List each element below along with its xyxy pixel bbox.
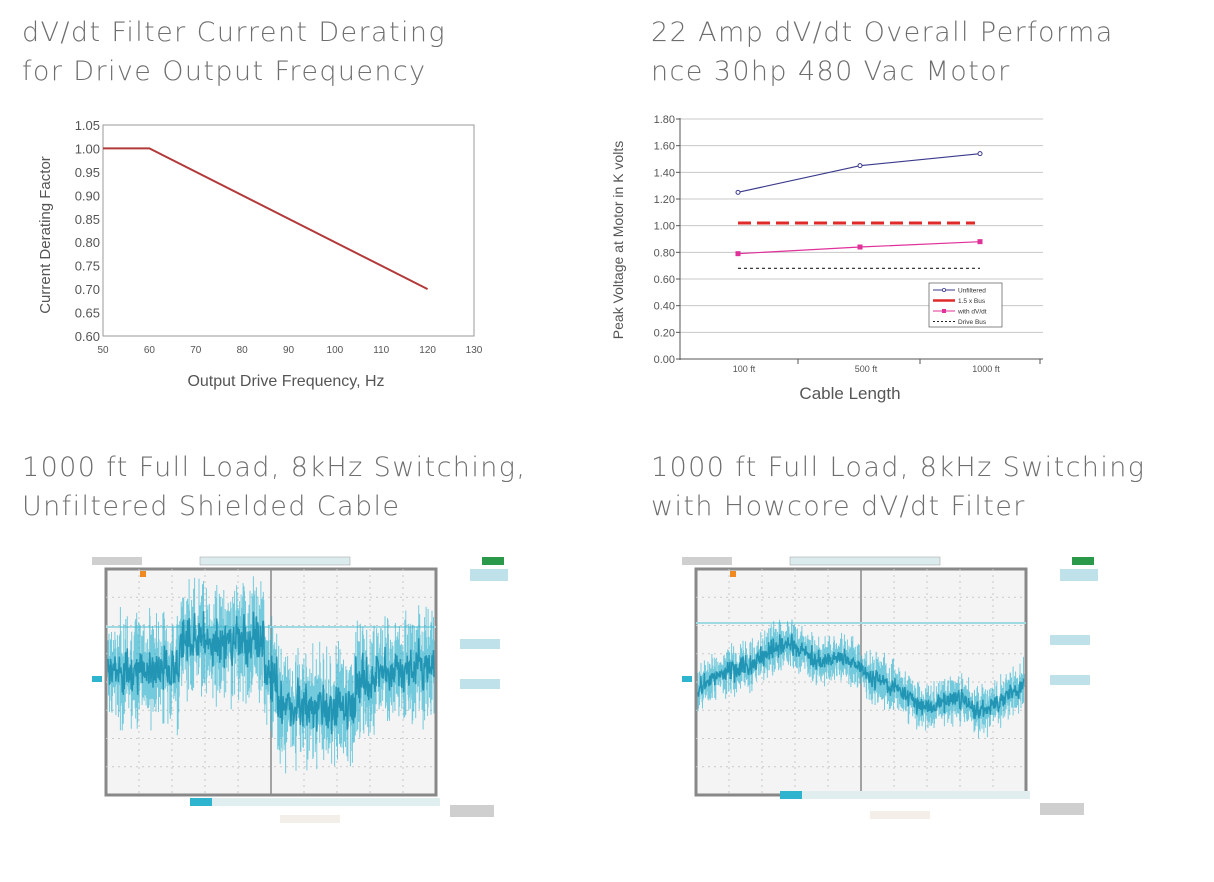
panel-bl-title: 1000 ft Full Load, 8kHz Switching, Unfil… [22,448,526,526]
scope-status-indicator [1072,557,1094,565]
derating-y-axis-label: Current Derating Factor [37,156,54,314]
series-line-unfiltered [737,153,981,193]
legend-label: Unfiltered [958,288,986,295]
scope-marker-icon [730,571,736,577]
legend-marker [942,309,946,313]
scope-ch-readout-1 [1050,635,1090,645]
scope-ch-indicator [780,791,802,799]
scope-channel-marker [92,676,102,682]
derating-x-tick-label: 120 [419,345,436,356]
scope-header-bar [92,557,142,565]
derating-x-tick-label: 130 [466,345,483,356]
panel-br-title: 1000 ft Full Load, 8kHz Switching with H… [651,448,1145,526]
scope-trace-line [697,633,1025,720]
legend-label: with dV/dt [957,309,987,316]
peak-voltage-y-axis-label: Peak Voltage at Motor in K volts [610,141,626,339]
derating-x-tick-label: 110 [373,345,389,356]
scope-bottom-marker [870,811,930,819]
panel-tr-title-line2: nce 30hp 480 Vac Motor [651,56,1011,87]
panel-tl-title: dV/dt Filter Current Derating for Drive … [22,13,446,91]
scope-top-readout [470,569,508,581]
series-marker-with-dvdt [977,239,983,245]
scope-unfiltered [92,556,508,823]
derating-y-tick-label: 0.65 [75,306,100,321]
peak-voltage-y-tick-label: 1.80 [654,114,675,126]
peak-voltage-legend [928,282,1003,328]
panel-br-title-line1: 1000 ft Full Load, 8kHz Switching [651,452,1146,483]
peak-voltage-y-tick-label: 1.00 [654,221,675,233]
derating-y-tick-label: 0.60 [75,329,100,344]
scope-ch-readout-1 [460,639,500,649]
peak-voltage-y-tick-label: 1.20 [654,194,675,206]
scope-status-indicator [482,557,504,565]
scope-trigger-bar [789,556,941,566]
derating-y-tick-label: 0.70 [75,282,100,297]
scope-trace-line [107,611,435,735]
peak-voltage-x-tick-label: 500 ft [855,364,878,374]
derating-x-tick-label: 70 [190,345,202,356]
scope-top-readout [1060,569,1098,581]
peak-voltage-y-tick-label: 0.40 [654,301,675,313]
series-marker-with-dvdt [857,244,863,250]
series-marker-with-dvdt [735,251,741,257]
scope-header-bar [682,557,732,565]
peak-voltage-x-axis-label: Cable Length [799,384,900,403]
legend-label: 1.5 x Bus [958,298,986,305]
peak-voltage-y-tick-label: 1.40 [654,167,675,179]
panel-tl-title-line1: dV/dt Filter Current Derating [22,17,446,48]
panel-bl-title-line1: 1000 ft Full Load, 8kHz Switching, [22,452,527,483]
derating-x-tick-label: 90 [283,345,295,356]
derating-plot-area [102,124,475,337]
series-marker-unfiltered [857,163,863,169]
scope-trigger-bar [199,556,351,566]
scope-timestamp [450,805,494,817]
panel-tl-title-line2: for Drive Output Frequency [22,56,427,87]
scope-ch-readout-2 [1050,675,1090,685]
derating-y-tick-label: 1.00 [75,141,100,156]
scope-filtered [682,556,1098,819]
scope-readout-bar [190,798,440,806]
scope-readout-bar [780,791,1030,799]
derating-x-tick-label: 100 [327,345,344,356]
scope-ch-readout-2 [460,679,500,689]
derating-x-tick-label: 50 [97,345,109,356]
peak-voltage-y-tick-label: 0.00 [654,354,675,366]
peak-voltage-y-tick-label: 0.60 [654,274,675,286]
panel-tr-title: 22 Amp dV/dt Overall Performa nce 30hp 4… [651,13,1114,91]
panel-br-title-line2: with Howcore dV/dt Filter [651,491,1026,522]
panel-tr-title-line1: 22 Amp dV/dt Overall Performa [651,17,1114,48]
series-line-with-dvdt [737,241,981,255]
peak-voltage-y-tick-label: 1.60 [654,141,675,153]
scope-marker-icon [140,571,146,577]
derating-x-axis-label: Output Drive Frequency, Hz [187,373,384,390]
derating-x-tick-label: 60 [144,345,156,356]
series-marker-unfiltered [977,151,983,157]
derating-y-tick-label: 0.75 [75,259,100,274]
legend-label: Drive Bus [958,319,987,326]
derating-y-tick-label: 0.90 [75,188,100,203]
series-marker-unfiltered [735,189,741,195]
scope-ch-indicator [190,798,212,806]
derating-y-tick-label: 0.80 [75,235,100,250]
derating-series-line [103,147,429,290]
derating-y-tick-label: 1.05 [75,118,100,133]
panel-bl-title-line2: Unfiltered Shielded Cable [22,491,401,522]
derating-y-tick-label: 0.85 [75,212,100,227]
peak-voltage-y-tick-label: 0.20 [654,327,675,339]
scope-bottom-marker [280,815,340,823]
derating-y-tick-label: 0.95 [75,165,100,180]
peak-voltage-x-tick-label: 100 ft [733,364,756,374]
scope-channel-marker [682,676,692,682]
derating-x-tick-label: 80 [237,345,249,356]
legend-marker [942,287,947,292]
peak-voltage-y-tick-label: 0.80 [654,247,675,259]
scope-timestamp [1040,803,1084,815]
peak-voltage-x-tick-label: 1000 ft [972,364,1000,374]
